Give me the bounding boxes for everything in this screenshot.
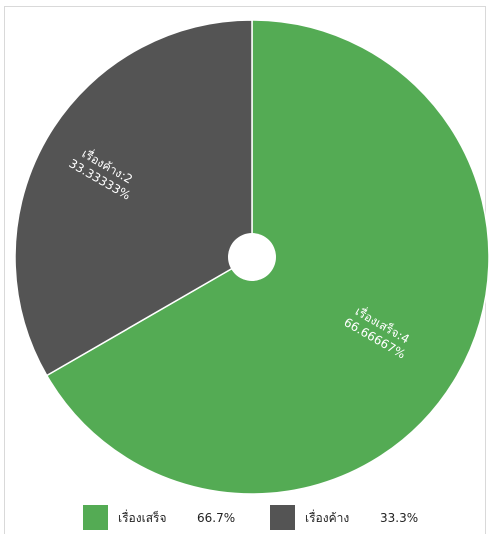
legend-label-2[interactable]: เรื่องค้าง — [305, 509, 349, 525]
legend-percent-1: 66.7% — [197, 511, 235, 525]
legend-swatch-2[interactable] — [270, 505, 295, 530]
legend-label-1[interactable]: เรื่องเสร็จ — [118, 509, 167, 525]
legend-percent-2: 33.3% — [380, 511, 418, 525]
pie-center-hole — [228, 233, 276, 281]
legend-swatch-1[interactable] — [83, 505, 108, 530]
pie-slice-2[interactable] — [14, 19, 253, 377]
legend: เรื่องเสร็จ 66.7% เรื่องค้าง 33.3% — [83, 505, 418, 530]
